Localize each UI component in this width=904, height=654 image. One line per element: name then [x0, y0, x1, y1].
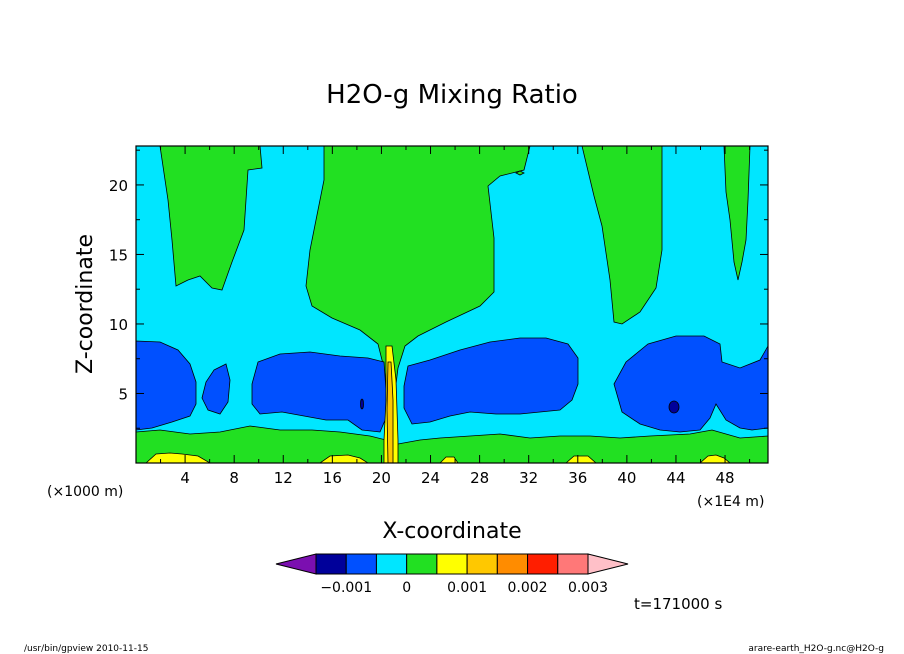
- colorbar-tick-label: −0.001: [320, 580, 372, 596]
- colorbar-tick-label: 0.002: [508, 580, 548, 596]
- contour-level-green: [723, 146, 751, 281]
- contour-level-blue: [136, 340, 197, 431]
- x-unit-left: (×1000 m): [47, 484, 123, 500]
- y-tick-label: 20: [109, 177, 128, 195]
- contour-level-orange: [386, 361, 394, 463]
- x-tick-label: 16: [323, 469, 342, 487]
- contour-level-green: [136, 425, 768, 463]
- colorbar-box: [315, 553, 347, 575]
- x-tick-label: 48: [716, 469, 735, 487]
- colorbar-low-arrow: [275, 553, 317, 575]
- x-unit-right: (×1E4 m): [697, 494, 764, 510]
- x-tick-label: 28: [470, 469, 489, 487]
- footer-left: /usr/bin/gpview 2010-11-15: [24, 644, 148, 654]
- colorbar-box: [375, 553, 408, 575]
- x-tick-label: 44: [666, 469, 685, 487]
- contour-level-green: [581, 146, 663, 325]
- contour-level-green: [159, 146, 263, 291]
- contour-level-blue: [403, 337, 579, 425]
- contour-level-yellow: [565, 455, 597, 463]
- colorbar-high-arrow: [587, 553, 629, 575]
- x-tick-label: 24: [421, 469, 440, 487]
- y-tick-label: 5: [118, 385, 128, 403]
- x-tick-label: 36: [568, 469, 587, 487]
- contour-level-yellow: [699, 454, 731, 463]
- colorbar-box: [345, 553, 377, 575]
- contour-level-blue: [613, 335, 768, 433]
- contour-level-darkblue: [668, 400, 680, 414]
- contour-level-darkblue: [360, 398, 364, 410]
- colorbar-box: [436, 553, 468, 575]
- contour-level-green: [515, 170, 525, 176]
- x-axis-label: X-coordinate: [382, 519, 521, 544]
- time-annotation: t=171000 s: [634, 595, 722, 613]
- colorbar-box: [496, 553, 529, 575]
- colorbar-tick-label: 0.001: [447, 580, 487, 596]
- contour-level-blue: [201, 363, 231, 415]
- x-tick-label: 4: [180, 469, 190, 487]
- footer-right: arare-earth_H2O-g.nc@H2O-g: [748, 644, 884, 654]
- chart-title: H2O-g Mixing Ratio: [326, 80, 578, 110]
- colorbar: −0.001 0 0.001 0.002 0.003: [275, 553, 629, 596]
- contour-level-yellow: [145, 452, 211, 463]
- contour-field: [136, 146, 768, 463]
- contour-level-blue: [251, 351, 387, 433]
- colorbar-box: [557, 553, 589, 575]
- colorbar-box: [527, 553, 559, 575]
- x-tick-label: 20: [372, 469, 391, 487]
- plot-frame: [135, 145, 769, 464]
- y-tick-label: 15: [109, 246, 128, 264]
- colorbar-box: [406, 553, 438, 575]
- colorbar-box: [466, 553, 498, 575]
- x-tick-label: 8: [229, 469, 239, 487]
- colorbar-tick-label: 0: [402, 580, 411, 596]
- x-tick-label: 40: [617, 469, 636, 487]
- colorbar-tick-label: 0.003: [568, 580, 608, 596]
- contour-level-yellow: [439, 456, 459, 463]
- x-tick-label: 12: [274, 469, 293, 487]
- y-tick-label: 10: [109, 316, 128, 334]
- x-tick-label: 32: [519, 469, 538, 487]
- y-axis-label: Z-coordinate: [73, 234, 98, 374]
